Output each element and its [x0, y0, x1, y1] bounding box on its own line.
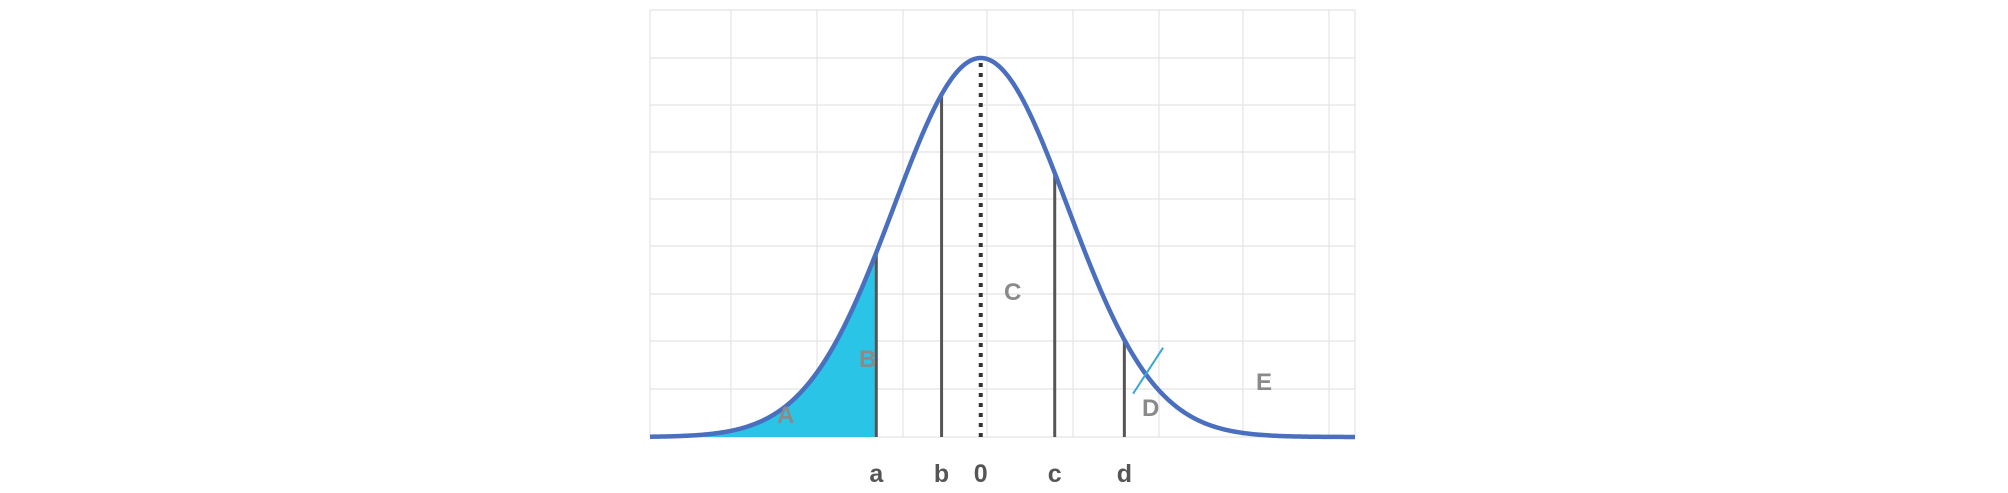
tail-marker-line — [1132, 347, 1164, 395]
grid — [649, 9, 1356, 438]
region-label-a: A — [777, 402, 794, 429]
tick-label-d: d — [1117, 460, 1132, 488]
tick-label-0: 0 — [974, 460, 988, 488]
vertical-lines — [874, 58, 1126, 437]
region-label-b: B — [859, 346, 876, 373]
region-label-e: E — [1256, 369, 1272, 396]
region-label-c: C — [1004, 279, 1021, 306]
normal-curve — [649, 55, 1356, 440]
tick-label-a: a — [869, 460, 884, 488]
tick-label-c: c — [1048, 460, 1062, 488]
shaded-region-a — [650, 252, 877, 437]
tick-label-b: b — [934, 460, 949, 488]
region-label-d: D — [1142, 395, 1159, 422]
